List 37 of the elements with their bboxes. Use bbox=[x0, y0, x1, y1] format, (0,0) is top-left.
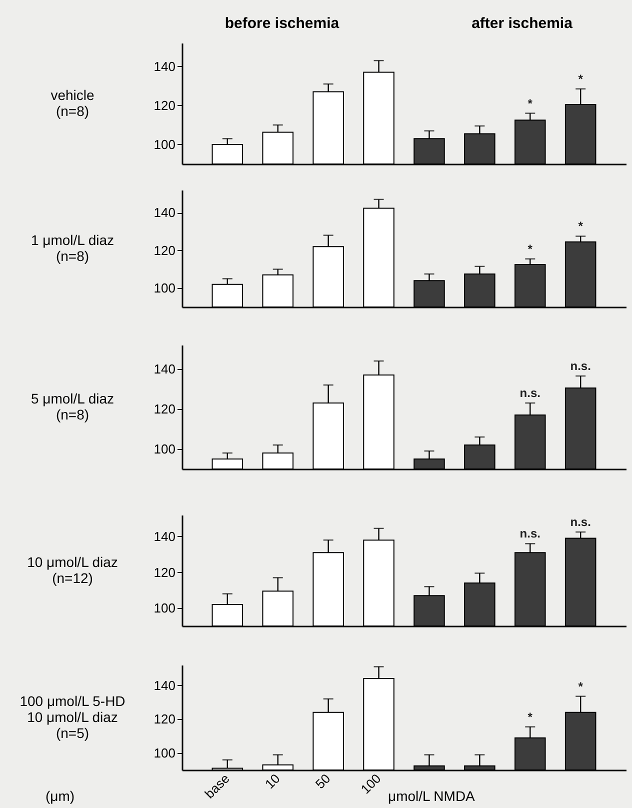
y-tick-label: 120 bbox=[154, 242, 176, 258]
data-label: n.s. bbox=[520, 386, 540, 400]
y-tick-label: 100 bbox=[154, 746, 176, 761]
y-tick-label: 100 bbox=[154, 280, 176, 296]
data-label: * bbox=[528, 96, 533, 110]
y-tick-label: 120 bbox=[154, 402, 176, 416]
x-tick-label: 100 bbox=[358, 770, 384, 797]
text: (μm) bbox=[45, 788, 75, 804]
y-axis-title: 10 μmol/L diaz (n=12) bbox=[27, 554, 118, 586]
y-axis-title: 5 μmol/L diaz (n=8) bbox=[30, 390, 114, 422]
data-label: n.s. bbox=[570, 359, 591, 373]
text: μmol/L NMDA bbox=[388, 788, 476, 804]
text: after ischemia bbox=[472, 15, 574, 32]
y-tick-label: 140 bbox=[154, 678, 176, 693]
x-tick-label: 10 bbox=[262, 770, 283, 792]
y-tick-label: 100 bbox=[154, 136, 176, 152]
y-tick-label: 120 bbox=[154, 712, 176, 727]
y-tick-label: 120 bbox=[154, 98, 176, 113]
y-tick-label: 100 bbox=[154, 442, 176, 456]
data-label: n.s. bbox=[570, 515, 591, 530]
data-label: * bbox=[578, 679, 584, 694]
y-axis-title: 100 μmol/L 5-HD 10 μmol/L diaz (n=5) bbox=[20, 693, 126, 741]
y-tick-label: 120 bbox=[154, 564, 176, 580]
y-axis-title: vehicle (n=8) bbox=[50, 87, 94, 119]
data-label: * bbox=[528, 242, 533, 256]
y-tick-label: 140 bbox=[154, 528, 176, 544]
y-tick-label: 140 bbox=[154, 58, 176, 74]
y-tick-label: 140 bbox=[154, 362, 176, 376]
y-axis-title: 1 μmol/L diaz (n=8) bbox=[30, 232, 114, 264]
y-tick-label: 140 bbox=[154, 205, 176, 220]
data-label: * bbox=[578, 219, 584, 234]
y-tick-label: 100 bbox=[154, 600, 176, 616]
x-tick-label: 50 bbox=[312, 770, 334, 792]
text: before ischemia bbox=[224, 15, 340, 32]
data-label: n.s. bbox=[520, 526, 540, 541]
data-label: * bbox=[578, 72, 584, 86]
data-label: * bbox=[528, 710, 533, 724]
